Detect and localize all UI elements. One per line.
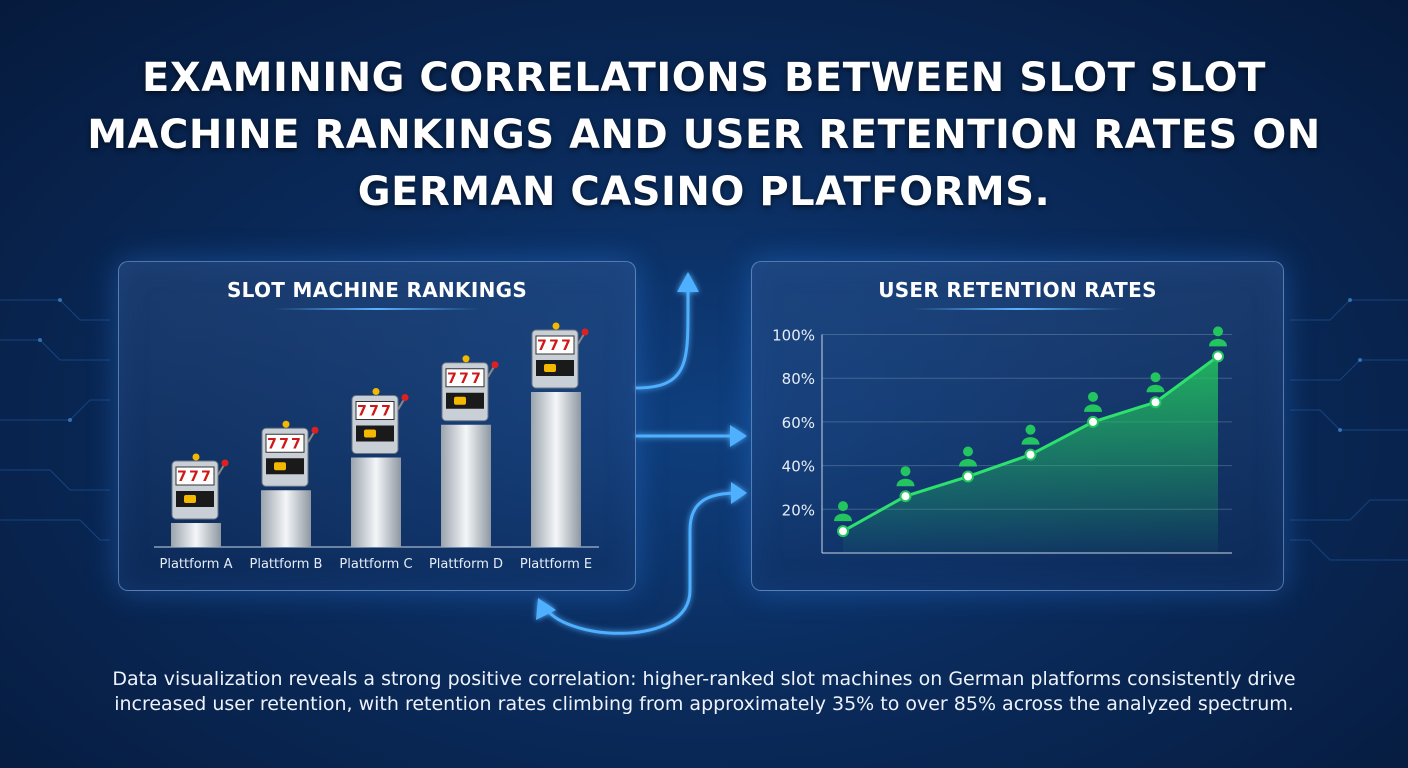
svg-text:7: 7	[267, 436, 277, 452]
x-tick-label: Plattform E	[520, 557, 592, 572]
svg-text:7: 7	[189, 469, 199, 485]
svg-text:7: 7	[279, 436, 289, 452]
slot-rankings-title: SLOT MACHINE RANKINGS	[226, 278, 528, 302]
page-title: EXAMINING CORRELATIONS BETWEEN SLOT SLOT…	[87, 55, 1321, 215]
user-icon	[1146, 372, 1165, 393]
user-icon	[834, 501, 852, 522]
data-point	[1212, 350, 1224, 363]
svg-text:7: 7	[369, 404, 379, 420]
svg-text:7: 7	[291, 436, 301, 452]
y-tick-label: 20%	[782, 501, 815, 519]
svg-text:7: 7	[201, 469, 211, 485]
svg-text:7: 7	[459, 371, 469, 387]
svg-text:7: 7	[381, 404, 391, 420]
data-point	[899, 490, 912, 503]
y-tick-label: 80%	[782, 370, 815, 388]
x-tick-label: Plattform A	[160, 557, 233, 572]
arrow-loop	[543, 491, 739, 635]
retention-title: USER RETENTION RATES	[878, 278, 1157, 302]
user-icon	[959, 446, 977, 467]
title-underline	[273, 308, 481, 310]
svg-text:7: 7	[537, 338, 547, 354]
user-icon	[1209, 326, 1227, 347]
data-point	[1087, 415, 1099, 428]
bar	[531, 392, 581, 547]
user-icon	[1021, 424, 1040, 445]
title-underline	[911, 308, 1124, 310]
bar	[171, 523, 221, 547]
user-icon	[896, 466, 915, 487]
caption-text: Data visualization reveals a strong posi…	[112, 668, 1296, 715]
bar	[441, 424, 491, 547]
x-tick-label: Plattform B	[250, 557, 323, 572]
bar	[261, 490, 311, 547]
data-point	[962, 470, 974, 483]
svg-text:7: 7	[177, 469, 187, 485]
y-tick-label: 100%	[772, 327, 815, 345]
y-tick-label: 60%	[782, 414, 815, 432]
svg-text:7: 7	[447, 371, 457, 387]
data-point	[1024, 448, 1037, 461]
data-point	[1149, 396, 1162, 409]
retention-panel: USER RETENTION RATES 100% 80% 60% 40% 20%	[751, 261, 1284, 591]
user-icon	[1084, 391, 1102, 412]
svg-text:7: 7	[357, 404, 367, 420]
x-tick-label: Plattform D	[429, 557, 503, 572]
y-tick-label: 40%	[782, 458, 815, 476]
retention-chart: 100% 80% 60% 40% 20%	[772, 326, 1232, 554]
svg-text:7: 7	[471, 371, 481, 387]
data-point	[837, 525, 849, 538]
bar	[351, 457, 401, 547]
svg-text:7: 7	[549, 338, 559, 354]
x-tick-label: Plattform C	[339, 557, 412, 572]
arrow-up	[635, 284, 690, 390]
svg-text:7: 7	[561, 338, 571, 354]
